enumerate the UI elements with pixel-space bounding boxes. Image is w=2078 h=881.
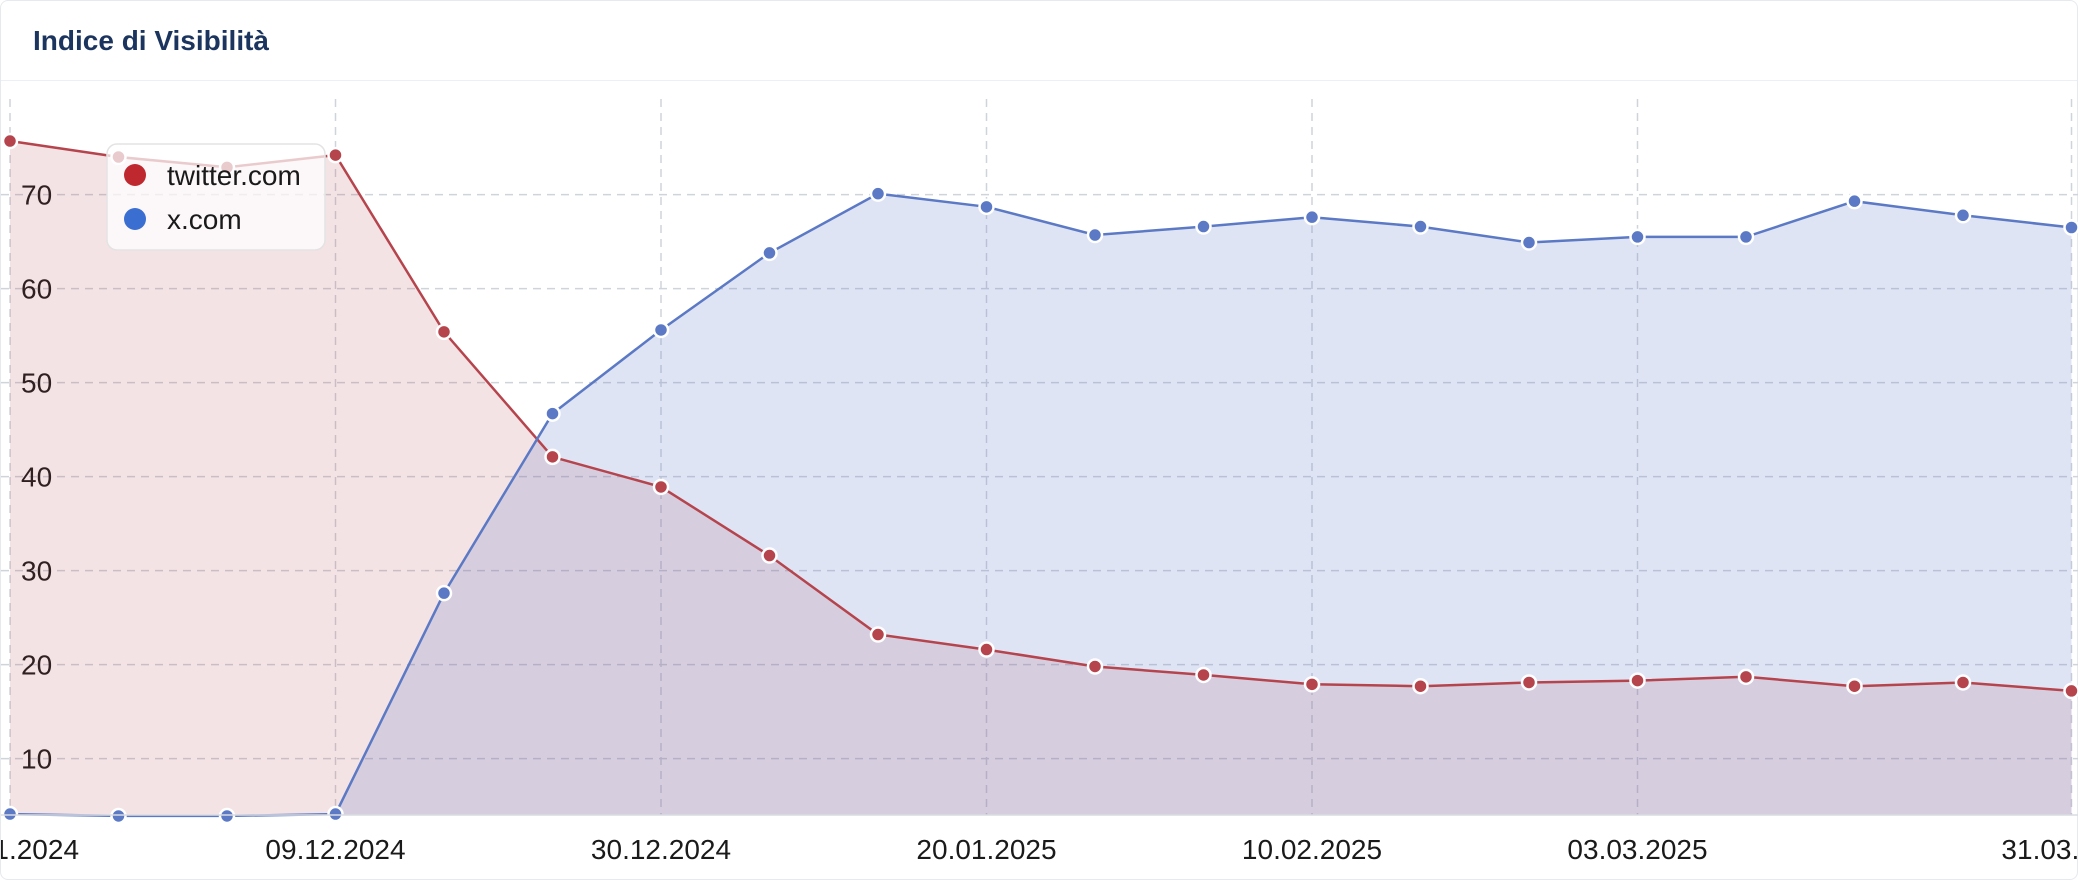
data-point-x[interactable] xyxy=(2065,221,2078,235)
data-point-x[interactable] xyxy=(1956,208,1970,222)
data-point-x[interactable] xyxy=(437,586,451,600)
data-point-twitter[interactable] xyxy=(1848,679,1862,693)
data-point-x[interactable] xyxy=(1305,210,1319,224)
data-point-twitter[interactable] xyxy=(1197,668,1211,682)
data-point-x[interactable] xyxy=(1197,220,1211,234)
x-tick-label: 30.12.2024 xyxy=(591,834,731,865)
legend-marker-x[interactable] xyxy=(124,208,146,230)
data-point-twitter[interactable] xyxy=(2065,684,2078,698)
data-point-x[interactable] xyxy=(112,809,126,823)
data-point-x[interactable] xyxy=(3,807,17,821)
x-tick-label: 03.03.2025 xyxy=(1567,834,1707,865)
data-point-twitter[interactable] xyxy=(1522,675,1536,689)
x-tick-label: 31.03.2025 xyxy=(2001,834,2078,865)
data-point-x[interactable] xyxy=(1522,236,1536,250)
data-point-twitter[interactable] xyxy=(437,325,451,339)
x-tick-label: 09.12.2024 xyxy=(265,834,405,865)
data-point-x[interactable] xyxy=(1631,230,1645,244)
data-point-x[interactable] xyxy=(329,807,343,821)
data-point-twitter[interactable] xyxy=(871,628,885,642)
data-point-x[interactable] xyxy=(220,809,234,823)
data-point-x[interactable] xyxy=(1848,194,1862,208)
data-point-twitter[interactable] xyxy=(980,643,994,657)
data-point-twitter[interactable] xyxy=(1414,679,1428,693)
legend-marker-twitter[interactable] xyxy=(124,164,146,186)
x-tick-label: 10.02.2025 xyxy=(1242,834,1382,865)
x-tick-label: 18.11.2024 xyxy=(1,834,79,865)
data-point-x[interactable] xyxy=(871,187,885,201)
data-point-x[interactable] xyxy=(1739,230,1753,244)
data-point-twitter[interactable] xyxy=(3,134,17,148)
data-point-twitter[interactable] xyxy=(1088,659,1102,673)
data-point-twitter[interactable] xyxy=(329,148,343,162)
data-point-x[interactable] xyxy=(1414,220,1428,234)
data-point-x[interactable] xyxy=(546,407,560,421)
data-point-twitter[interactable] xyxy=(654,480,668,494)
data-point-x[interactable] xyxy=(763,246,777,260)
data-point-x[interactable] xyxy=(1088,228,1102,242)
data-point-twitter[interactable] xyxy=(763,549,777,563)
legend-label-twitter[interactable]: twitter.com xyxy=(167,160,301,191)
x-tick-label: 20.01.2025 xyxy=(916,834,1056,865)
data-point-twitter[interactable] xyxy=(1631,674,1645,688)
data-point-twitter[interactable] xyxy=(546,450,560,464)
data-point-twitter[interactable] xyxy=(1956,675,1970,689)
data-point-x[interactable] xyxy=(654,323,668,337)
data-point-x[interactable] xyxy=(980,200,994,214)
legend-label-x[interactable]: x.com xyxy=(167,204,242,235)
data-point-twitter[interactable] xyxy=(1305,677,1319,691)
data-point-twitter[interactable] xyxy=(1739,670,1753,684)
